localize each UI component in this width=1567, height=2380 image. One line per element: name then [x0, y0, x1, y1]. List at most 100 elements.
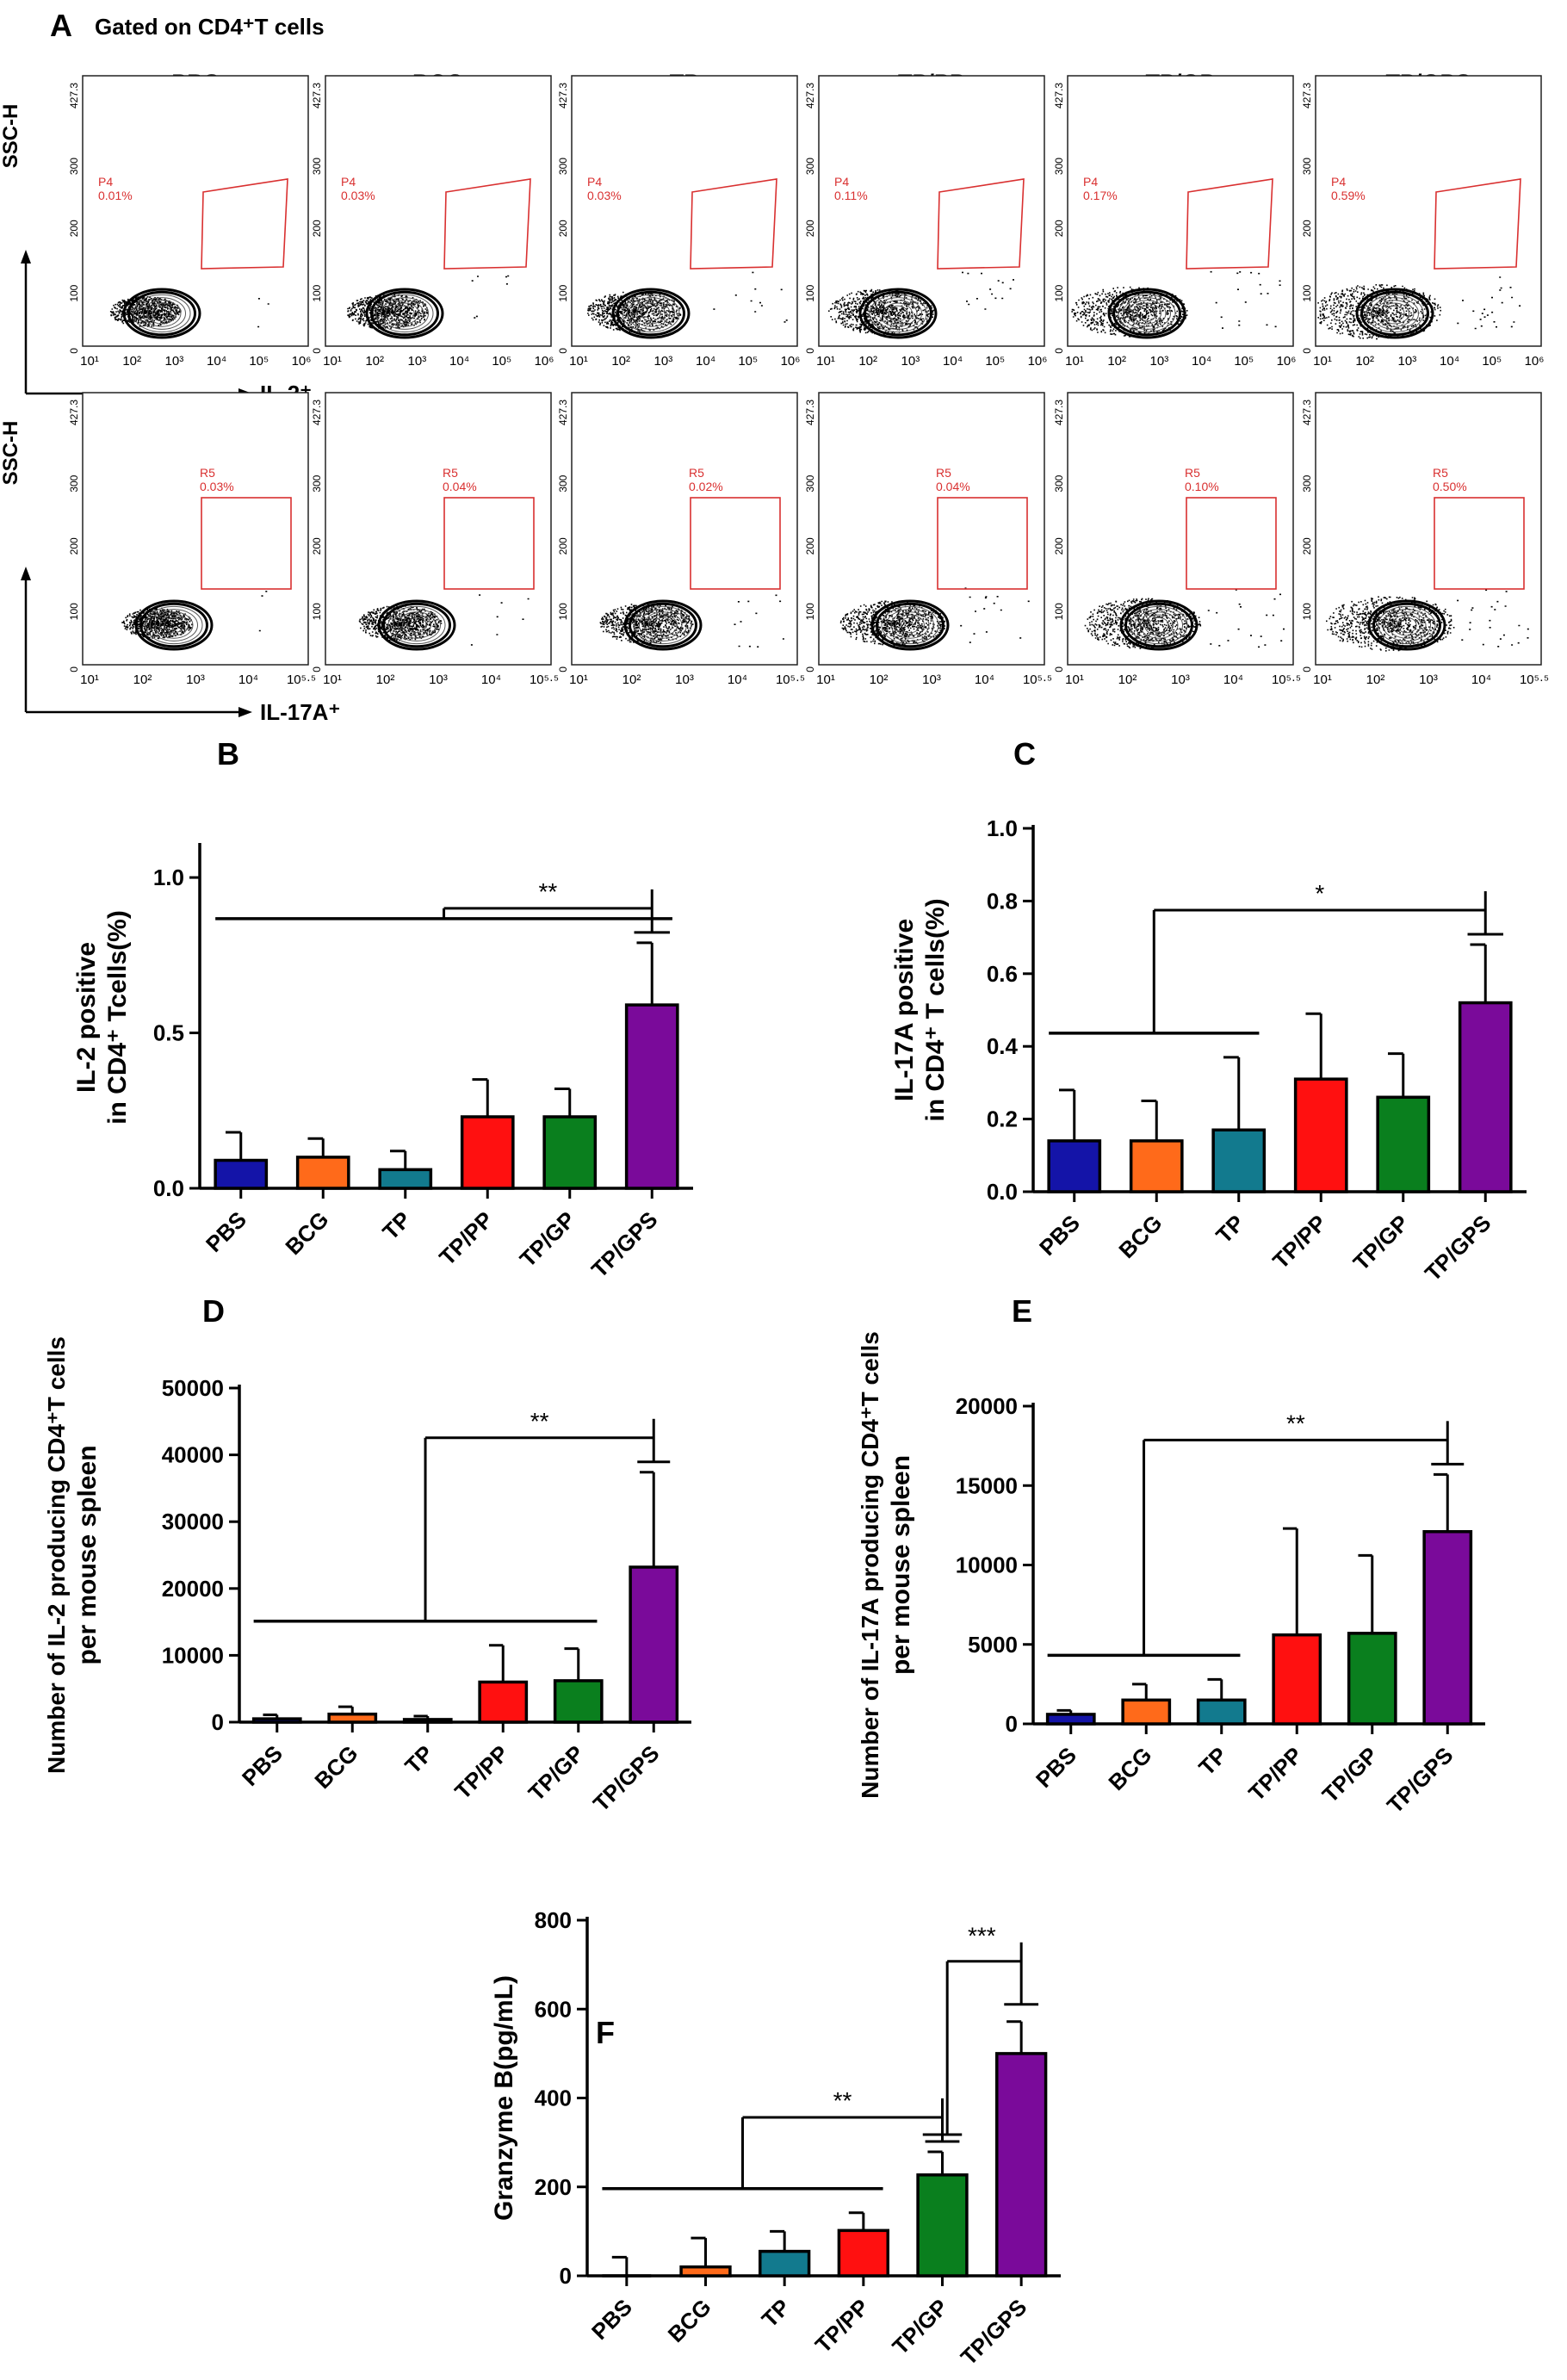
y-tick-label: 0 — [557, 666, 569, 672]
y-tick-label: 427.3 — [68, 400, 80, 425]
y-tick-label: 0.0 — [987, 1179, 1018, 1205]
category-label: TP/GP — [1348, 1210, 1414, 1275]
sig-label: ** — [1286, 1410, 1305, 1436]
gate-rect — [937, 497, 1028, 590]
contour-line — [133, 294, 191, 333]
x-tick-label: 10² — [870, 672, 889, 687]
y-tick-label: 427.3 — [1301, 400, 1313, 425]
panel-letter-b: B — [217, 736, 239, 772]
x-tick-label: 10³ — [1398, 354, 1417, 369]
y-tick-label: 0 — [311, 666, 323, 672]
chart-D: D 0 10000 20000 30000 40000 50000 Number of IL-… — [43, 1293, 691, 1817]
contour-line — [876, 602, 945, 648]
y-tick-label: 100 — [311, 284, 323, 301]
gate-percent: 0.50% — [1433, 480, 1467, 493]
contour-line — [1149, 617, 1169, 634]
category-label: TP/GP — [515, 1206, 580, 1272]
contour-line — [616, 290, 685, 337]
contour-line — [1132, 302, 1161, 325]
positive-events — [258, 591, 268, 632]
y-tick-label: 300 — [1053, 474, 1065, 492]
category-label: BCG — [663, 2294, 716, 2347]
sig-label: ** — [530, 1408, 549, 1435]
contour-line — [886, 609, 934, 641]
contour-line — [145, 605, 203, 645]
sig-label: * — [1315, 880, 1324, 907]
positive-events — [1210, 270, 1281, 329]
x-tick-label: 10⁵·⁵ — [1023, 672, 1052, 687]
y-tick-label: 427.3 — [1053, 83, 1065, 108]
y-tick-label: 200 — [1301, 220, 1313, 237]
x-tick-label: 10² — [1355, 354, 1374, 369]
contour-line — [1137, 305, 1157, 322]
positive-events — [257, 298, 269, 328]
bar — [837, 2228, 890, 2278]
bar — [478, 1680, 529, 1724]
y-tick-label: 427.3 — [68, 83, 80, 108]
y-tick-label: 1.0 — [987, 815, 1018, 841]
category-label: TP/PP — [449, 1740, 513, 1804]
y-axis-label: Number of IL-17A producing CD4⁺T cells — [857, 1331, 883, 1799]
x-tick-label: 10³ — [186, 672, 205, 687]
contour-line — [1371, 297, 1419, 330]
x-tick-label: 10² — [858, 354, 877, 369]
x-tick-label: 10³ — [165, 354, 184, 369]
x-tick-label: 10⁴ — [207, 354, 226, 369]
bar — [1272, 1633, 1322, 1726]
x-tick-label: 10³ — [901, 354, 920, 369]
x-tick-label: 10⁴ — [1223, 672, 1243, 687]
plot-frame — [1315, 75, 1542, 347]
y-tick-label: 300 — [557, 158, 569, 175]
bar — [1293, 1077, 1348, 1193]
contour-line — [631, 300, 671, 327]
y-tick-label: 50000 — [162, 1375, 224, 1401]
x-tick-label: 10² — [1118, 672, 1137, 687]
chart-E: E 0 5000 10000 15000 20000 Number of IL-17A pr… — [857, 1293, 1485, 1819]
contour-line — [890, 611, 930, 639]
x-tick-label: 10¹ — [816, 354, 835, 369]
plot-frame — [1067, 392, 1294, 666]
x-tick-label: 10² — [376, 672, 395, 687]
y-tick-label: 0 — [1301, 348, 1313, 354]
x-tick-label: 10⁴ — [696, 354, 715, 369]
y-tick-label: 10000 — [956, 1553, 1018, 1578]
contour-line — [406, 617, 427, 634]
contour-line — [1123, 297, 1171, 330]
x-tick-label: 10¹ — [569, 354, 588, 369]
plot-frame — [571, 392, 798, 666]
y-axis-label: SSC-H — [0, 104, 22, 169]
y-axis-label: in CD4⁺ T cells(%) — [921, 898, 950, 1121]
y-tick-label: 427.3 — [1053, 400, 1065, 425]
gate-polygon — [690, 178, 777, 270]
gate-name: P4 — [1083, 175, 1098, 189]
y-tick-label: 427.3 — [311, 400, 323, 425]
x-tick-label: 10⁴ — [1192, 354, 1211, 369]
category-label: TP — [1193, 1742, 1232, 1781]
plot-frame — [1315, 392, 1542, 666]
y-tick-label: 100 — [68, 603, 80, 620]
contour-line — [1397, 617, 1417, 634]
gate-name: P4 — [341, 175, 356, 189]
plot-frame — [818, 392, 1045, 666]
contour-line — [1107, 288, 1186, 339]
y-axis-label: per mouse spleen — [73, 1445, 102, 1664]
y-tick-label: 0.4 — [987, 1033, 1019, 1059]
contour-line — [150, 609, 198, 641]
category-label: TP — [1211, 1210, 1249, 1249]
y-tick-label: 200 — [68, 537, 80, 555]
contour-line — [1118, 294, 1176, 333]
x-tick-label: 10¹ — [816, 672, 835, 687]
positive-events — [1457, 276, 1521, 330]
contour-line — [394, 305, 415, 322]
contour-line — [1139, 611, 1179, 639]
x-tick-label: 10⁴ — [1471, 672, 1491, 687]
contour-line — [643, 611, 683, 639]
category-label: TP/GPS — [1420, 1210, 1496, 1286]
category-label: TP/PP — [810, 2294, 874, 2358]
contour-line — [1355, 288, 1434, 339]
